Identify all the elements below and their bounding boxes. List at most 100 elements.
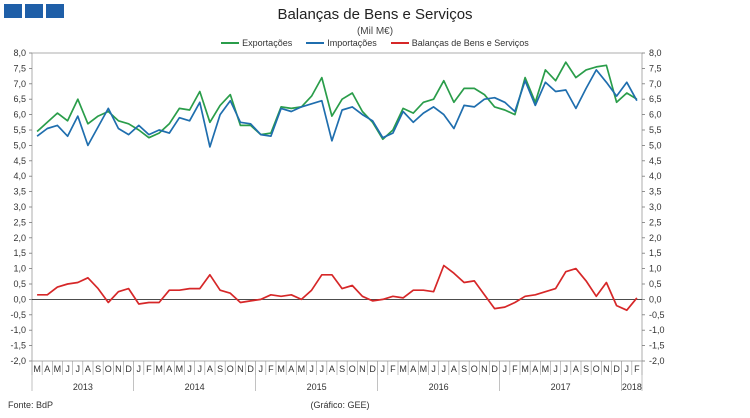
y-tick-label-left: 2,5 — [13, 217, 26, 227]
y-tick-label-right: 7,0 — [649, 79, 662, 89]
x-month-label: F — [390, 364, 396, 374]
x-month-label: M — [542, 364, 550, 374]
legend-item-balancas: Balanças de Bens e Serviços — [390, 38, 529, 48]
x-month-label: J — [381, 364, 386, 374]
x-month-label: S — [339, 364, 345, 374]
x-month-label: A — [288, 364, 294, 374]
gee-logo — [4, 4, 64, 18]
x-month-label: N — [237, 364, 244, 374]
y-tick-label-right: 6,0 — [649, 110, 662, 120]
x-month-label: S — [217, 364, 223, 374]
x-month-label: J — [431, 364, 436, 374]
x-month-label: S — [583, 364, 589, 374]
y-tick-label-right: 1,0 — [649, 264, 662, 274]
y-tick-label-left: 5,0 — [13, 140, 26, 150]
x-month-label: D — [491, 364, 498, 374]
legend-label: Exportações — [242, 38, 293, 48]
x-month-label: J — [625, 364, 630, 374]
x-month-label: J — [564, 364, 569, 374]
y-tick-label-right: 7,5 — [649, 63, 662, 73]
y-tick-label-right: 8,0 — [649, 48, 662, 58]
y-tick-label-right: 2,0 — [649, 233, 662, 243]
x-year-label: 2017 — [551, 382, 571, 392]
x-month-label: N — [115, 364, 122, 374]
x-month-label: J — [320, 364, 325, 374]
logo-block — [46, 4, 64, 18]
y-tick-label-left: 7,5 — [13, 63, 26, 73]
x-month-label: F — [512, 364, 518, 374]
y-tick-label-left: 6,5 — [13, 94, 26, 104]
y-tick-label-left: 7,0 — [13, 79, 26, 89]
y-tick-label-left: 3,5 — [13, 187, 26, 197]
x-month-label: M — [298, 364, 306, 374]
x-month-label: M — [521, 364, 529, 374]
x-month-label: J — [442, 364, 447, 374]
x-month-label: A — [166, 364, 172, 374]
x-month-label: A — [532, 364, 538, 374]
x-month-label: M — [54, 364, 62, 374]
x-month-label: A — [573, 364, 579, 374]
y-tick-label-left: 0,0 — [13, 294, 26, 304]
source-note: Fonte: BdP — [8, 400, 54, 410]
x-month-label: O — [593, 364, 600, 374]
y-tick-label-right: 0,5 — [649, 279, 662, 289]
y-tick-label-right: 4,0 — [649, 171, 662, 181]
legend-swatch — [390, 42, 409, 44]
x-month-label: J — [259, 364, 264, 374]
x-month-label: A — [207, 364, 213, 374]
x-month-label: J — [553, 364, 558, 374]
series-line-2 — [37, 264, 638, 312]
chart-legend: Exportações Importações Balanças de Bens… — [0, 38, 750, 48]
x-month-label: S — [95, 364, 101, 374]
plot-frame — [31, 52, 643, 362]
x-month-label: F — [268, 364, 274, 374]
x-month-label: D — [613, 364, 620, 374]
y-tick-label-right: 3,5 — [649, 187, 662, 197]
x-month-label: M — [420, 364, 428, 374]
legend-item-importacoes: Importações — [306, 38, 377, 48]
x-month-label: A — [329, 364, 335, 374]
y-tick-label-right: 2,5 — [649, 217, 662, 227]
x-month-label: A — [44, 364, 50, 374]
chart-subtitle: (Mil M€) — [356, 26, 394, 37]
y-tick-label-right: -1,0 — [649, 325, 665, 335]
x-year-label: 2014 — [185, 382, 205, 392]
legend-swatch — [306, 42, 325, 44]
y-tick-label-right: -2,0 — [649, 356, 665, 366]
x-month-label: F — [634, 364, 640, 374]
x-month-label: J — [137, 364, 142, 374]
y-tick-label-left: 4,0 — [13, 171, 26, 181]
logo-block — [25, 4, 43, 18]
x-month-label: J — [187, 364, 192, 374]
x-month-label: M — [399, 364, 407, 374]
x-month-label: J — [198, 364, 203, 374]
x-month-label: O — [349, 364, 356, 374]
x-month-label: F — [146, 364, 152, 374]
y-tick-label-right: 5,5 — [649, 125, 662, 135]
y-tick-label-left: -0,5 — [10, 310, 26, 320]
y-tick-label-left: 2,0 — [13, 233, 26, 243]
logo-block — [4, 4, 22, 18]
x-month-label: D — [247, 364, 254, 374]
x-month-label: D — [125, 364, 132, 374]
x-year-label: 2015 — [307, 382, 327, 392]
x-year-label: 2016 — [429, 382, 449, 392]
y-tick-label-right: -1,5 — [649, 341, 665, 351]
legend-item-exportacoes: Exportações — [221, 38, 292, 48]
y-tick-label-right: 6,5 — [649, 94, 662, 104]
x-month-label: M — [155, 364, 163, 374]
y-tick-label-right: -0,5 — [649, 310, 665, 320]
x-month-label: M — [176, 364, 184, 374]
x-month-label: O — [471, 364, 478, 374]
x-month-label: N — [603, 364, 610, 374]
x-month-label: A — [451, 364, 457, 374]
y-tick-label-left: 1,5 — [13, 248, 26, 258]
x-year-label: 2018 — [622, 382, 642, 392]
series-line-0 — [36, 61, 638, 141]
x-month-label: J — [76, 364, 81, 374]
x-month-label: J — [309, 364, 314, 374]
x-month-label: M — [33, 364, 41, 374]
y-tick-label-right: 0,0 — [649, 294, 662, 304]
x-month-label: S — [461, 364, 467, 374]
y-tick-label-left: 8,0 — [13, 48, 26, 58]
